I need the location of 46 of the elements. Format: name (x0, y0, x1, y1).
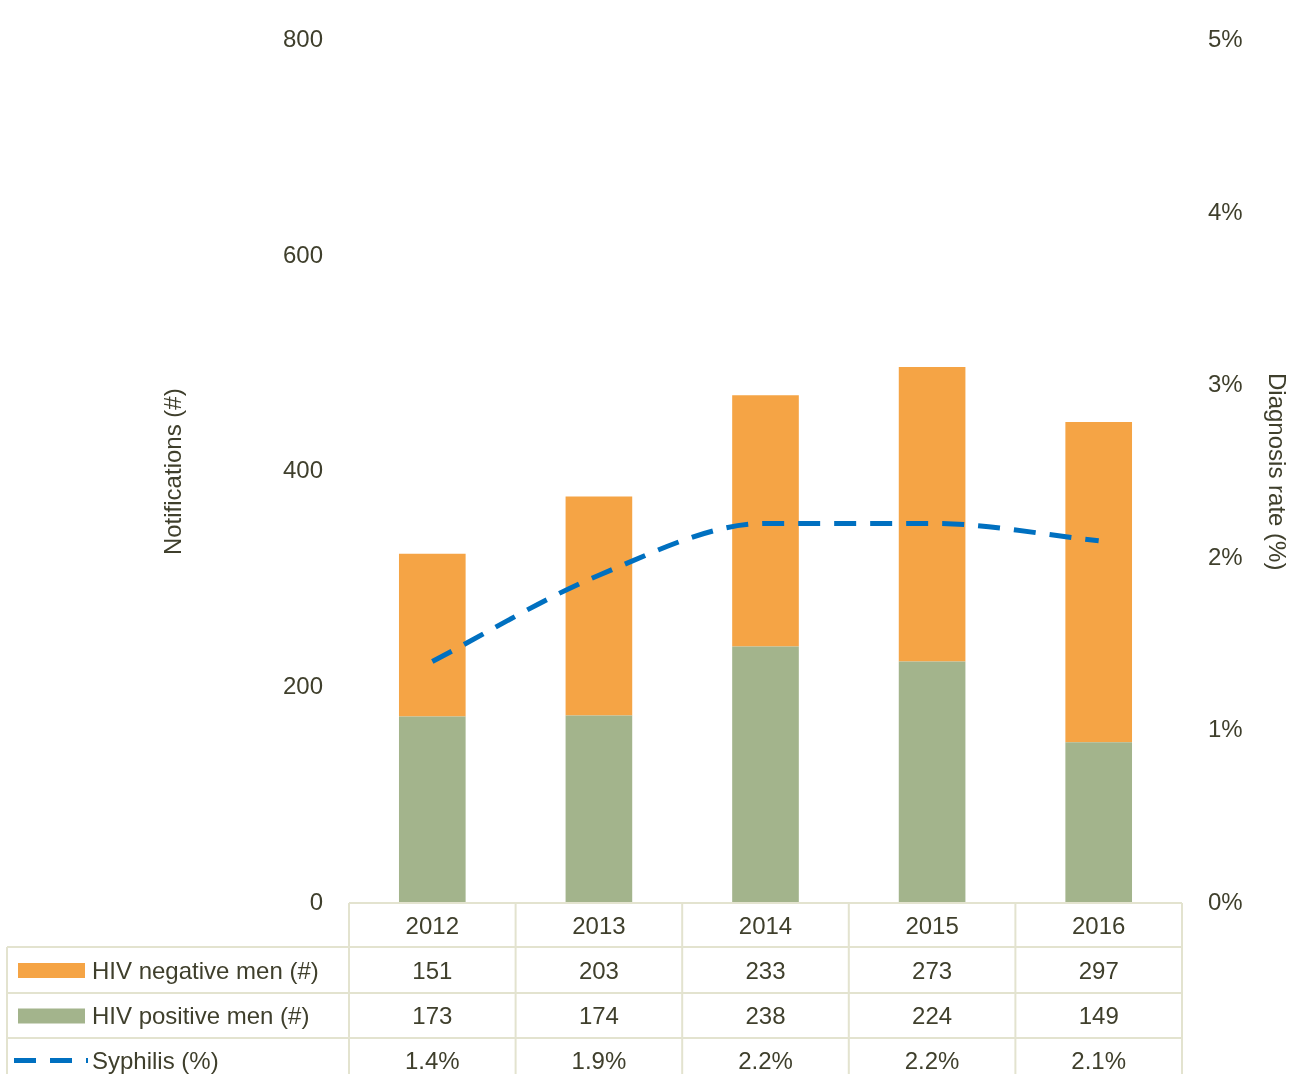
y-tick-label: 200 (282, 671, 323, 699)
bar (398, 716, 466, 903)
y-axis-title: Notifications (#) (159, 388, 187, 556)
y2-tick-label: 5% (1208, 25, 1243, 53)
y2-tick-label: 1% (1208, 715, 1243, 743)
bar (565, 715, 633, 903)
bar (1065, 422, 1133, 743)
y2-tick-label: 0% (1208, 887, 1243, 915)
data-label: 2.1% (1071, 1047, 1127, 1074)
y-tick-label: 400 (282, 456, 323, 484)
data-label: 224 (912, 1002, 953, 1030)
data-label: 233 (745, 956, 786, 984)
bar (898, 661, 966, 903)
y-tick-label: 600 (282, 240, 323, 268)
legend-label: Syphilis (%) (92, 1047, 219, 1074)
bar (898, 367, 966, 662)
x-tick-label: 2016 (1072, 911, 1126, 939)
y-tick-label: 800 (282, 25, 323, 53)
bar (732, 395, 799, 647)
data-label: 2.2% (904, 1047, 960, 1074)
x-tick-label: 2013 (572, 911, 626, 939)
y2-axis-title: Diagnosis rate (%) (1263, 373, 1291, 571)
bar (1065, 742, 1133, 903)
bar (398, 553, 466, 717)
data-label: 297 (1078, 956, 1119, 984)
data-label: 1.9% (571, 1047, 627, 1074)
bar (565, 496, 633, 716)
legend-label: HIV positive men (#) (92, 1002, 310, 1030)
x-tick-label: 2015 (905, 911, 959, 939)
data-label: 203 (578, 956, 619, 984)
y-tick-label: 0 (309, 887, 323, 915)
data-label: 173 (412, 1002, 453, 1030)
data-label: 174 (578, 1002, 619, 1030)
y2-tick-label: 3% (1208, 370, 1243, 398)
bar (732, 646, 799, 903)
x-tick-label: 2012 (405, 911, 459, 939)
x-tick-label: 2014 (738, 911, 793, 939)
data-label: 1.4% (404, 1047, 460, 1074)
data-label: 2.2% (738, 1047, 793, 1074)
y2-tick-label: 2% (1208, 542, 1243, 570)
data-label: 149 (1078, 1002, 1119, 1030)
data-label: 238 (745, 1002, 786, 1030)
legend-label: HIV negative men (#) (92, 956, 319, 984)
data-label: 273 (912, 956, 953, 984)
y2-tick-label: 4% (1208, 197, 1243, 225)
data-label: 151 (412, 956, 453, 984)
